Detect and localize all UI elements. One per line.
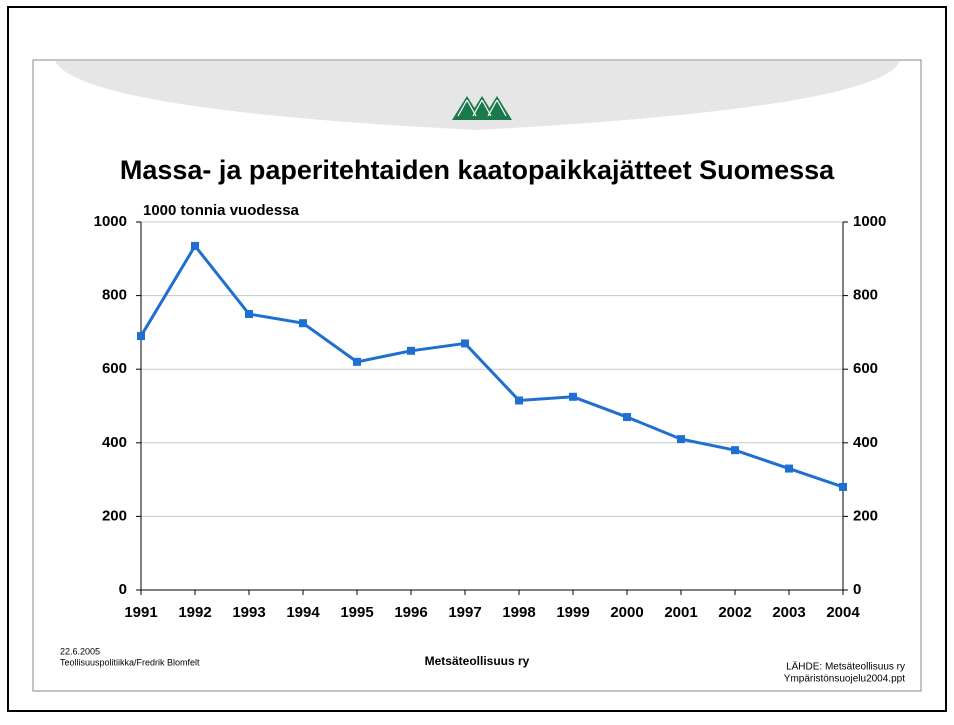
y-tick-label: 600 <box>102 360 127 377</box>
y2-tick-label: 1000 <box>853 213 886 230</box>
x-tick-label: 2001 <box>664 604 697 621</box>
data-point <box>245 310 253 318</box>
x-tick-label: 1995 <box>340 604 373 621</box>
x-tick-label: 1993 <box>232 604 265 621</box>
footer-file: Ympäristönsuojelu2004.ppt <box>784 674 905 685</box>
y-tick-label: 400 <box>102 434 127 451</box>
x-tick-label: 2003 <box>772 604 805 621</box>
data-point <box>191 241 199 250</box>
data-point <box>785 464 793 473</box>
data-point <box>515 396 523 405</box>
data-point <box>137 332 145 341</box>
y-tick-label: 200 <box>102 507 127 524</box>
x-tick-label: 1991 <box>124 604 157 621</box>
x-tick-label: 1999 <box>556 604 589 621</box>
slide-frame <box>32 59 922 692</box>
data-point <box>677 435 685 444</box>
x-tick-label: 1996 <box>394 604 427 621</box>
footer-organization: Metsäteollisuus ry <box>425 654 530 668</box>
y-tick-label: 800 <box>102 287 127 304</box>
data-point <box>731 446 739 455</box>
footer-date: 22.6.2005 <box>60 646 100 656</box>
data-point <box>623 413 631 422</box>
x-tick-label: 1994 <box>286 604 320 621</box>
data-point <box>353 357 361 366</box>
data-point <box>839 482 847 491</box>
data-point <box>299 319 307 328</box>
series-line <box>139 243 844 489</box>
x-tick-label: 1997 <box>448 604 481 621</box>
logo-lines <box>457 99 507 117</box>
x-tick-label: 2002 <box>718 604 751 621</box>
y2-tick-label: 600 <box>853 360 878 377</box>
y2-tick-label: 200 <box>853 507 878 524</box>
y2-tick-label: 400 <box>853 434 878 451</box>
x-tick-label: 2004 <box>826 604 860 621</box>
y-tick-label: 0 <box>119 581 127 598</box>
x-tick-label: 1992 <box>178 604 211 621</box>
chart-title: Massa- ja paperitehtaiden kaatopaikkajät… <box>120 155 835 185</box>
data-point <box>461 339 469 348</box>
x-tick-label: 2000 <box>610 604 643 621</box>
footer-author: Teollisuuspolitiikka/Fredrik Blomfelt <box>60 657 200 667</box>
data-point <box>569 392 577 401</box>
x-tick-label: 1998 <box>502 604 535 621</box>
y2-tick-label: 0 <box>853 581 861 598</box>
footer-source: LÄHDE: Metsäteollisuus ry <box>786 661 905 673</box>
header-arc <box>55 61 900 130</box>
logo <box>452 96 512 120</box>
y-tick-label: 1000 <box>94 213 127 230</box>
y2-tick-label: 800 <box>853 287 878 304</box>
y-axis-label: 1000 tonnia vuodessa <box>143 202 300 219</box>
data-point <box>407 346 415 355</box>
